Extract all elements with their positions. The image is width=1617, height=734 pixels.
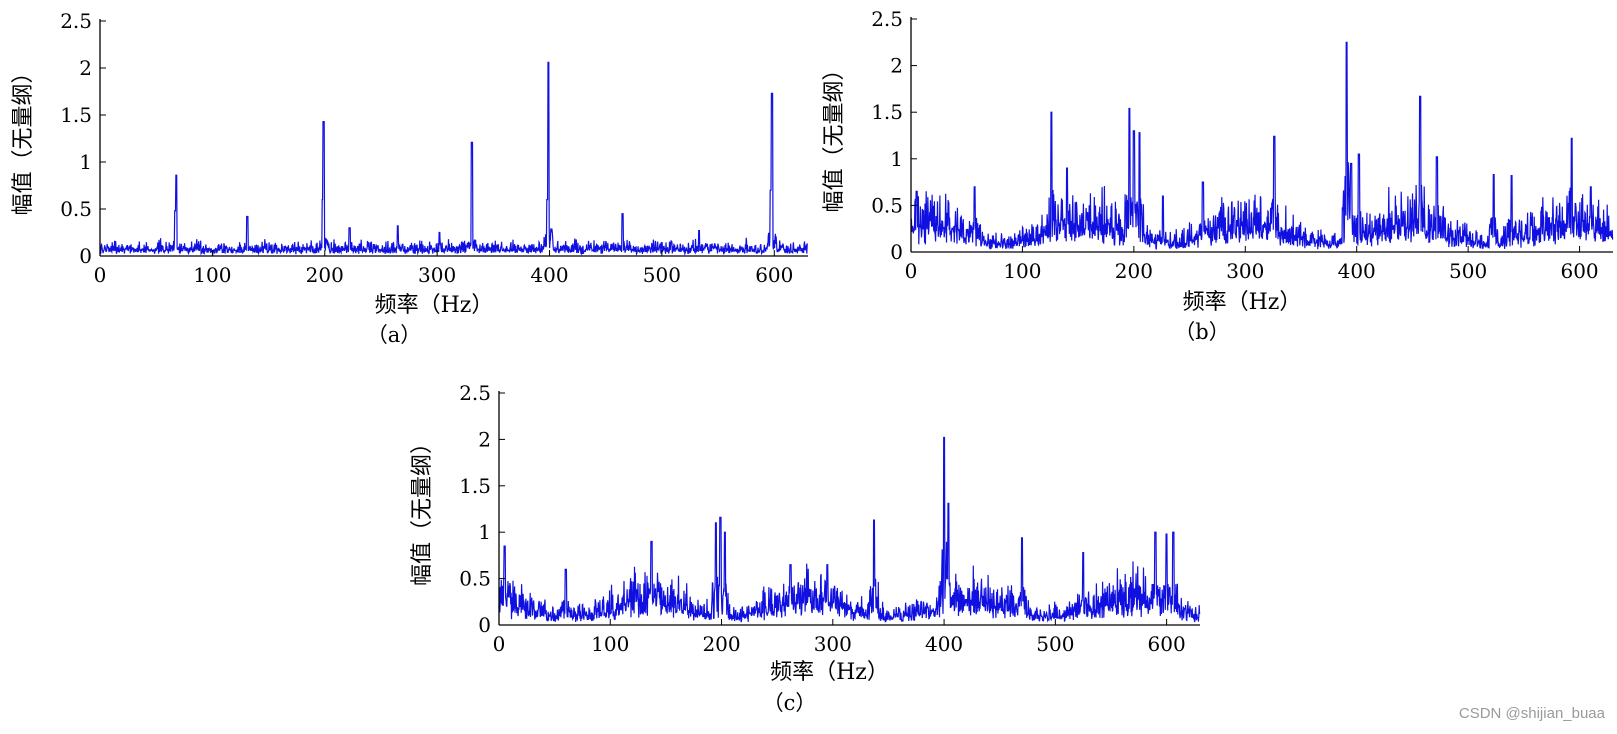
x-axis-label: 频率（Hz） bbox=[375, 293, 494, 318]
spectrum-line bbox=[498, 436, 1201, 623]
x-tick-label: 400 bbox=[1338, 259, 1376, 283]
spectrum-line bbox=[99, 61, 808, 256]
y-tick-label: 2.5 bbox=[60, 9, 92, 33]
x-tick-label: 500 bbox=[643, 263, 681, 287]
y-tick-label: 1 bbox=[890, 147, 903, 171]
x-tick-label: 100 bbox=[591, 632, 629, 656]
chart-panel-c: 0 0.5 1 1.5 2 2.5 0 100 200 300 400 500 600 频率（Hz） 幅值（… bbox=[410, 381, 1201, 715]
y-tick-label: 1.5 bbox=[60, 103, 92, 127]
x-tick-label: 500 bbox=[1036, 632, 1074, 656]
x-tick-label: 400 bbox=[925, 632, 963, 656]
y-tick-label: 0 bbox=[79, 244, 92, 268]
x-tick-label: 0 bbox=[493, 632, 506, 656]
x-tick-label: 300 bbox=[814, 632, 852, 656]
x-axis-label: 频率（Hz） bbox=[1183, 290, 1302, 315]
y-tick-label: 2 bbox=[890, 54, 903, 78]
y-tick-label: 1.5 bbox=[871, 100, 903, 124]
panel-caption: （b） bbox=[1174, 320, 1229, 344]
y-axis-label: 幅值（无量纲） bbox=[410, 432, 435, 586]
chart-panel-b: 0 0.5 1 1.5 2 2.5 0 100 200 300 400 500 600 频率（Hz） 幅值（… bbox=[822, 7, 1614, 344]
spectrum-line bbox=[910, 41, 1614, 251]
watermark-text: CSDN @shijian_buaa bbox=[1458, 705, 1605, 722]
y-axis-label: 幅值（无量纲） bbox=[822, 58, 847, 212]
y-tick-label: 0 bbox=[890, 240, 903, 264]
y-tick-label: 2.5 bbox=[459, 381, 491, 405]
y-axis-label: 幅值（无量纲） bbox=[11, 61, 36, 215]
y-tick-label: 0.5 bbox=[871, 193, 903, 217]
y-tick-label: 2.5 bbox=[871, 7, 903, 31]
x-tick-label: 100 bbox=[193, 263, 231, 287]
x-tick-label: 300 bbox=[1226, 259, 1264, 283]
x-tick-label: 500 bbox=[1449, 259, 1487, 283]
x-tick-label: 200 bbox=[1115, 259, 1153, 283]
chart-panel-a: 0 0.5 1 1.5 2 2.5 0 100 200 300 400 500 600 频率（Hz） 幅值（… bbox=[11, 9, 808, 347]
y-tick-label: 1.5 bbox=[459, 474, 491, 498]
y-tick-label: 1 bbox=[79, 150, 92, 174]
panel-caption: （a） bbox=[367, 323, 422, 347]
x-axis-label: 频率（Hz） bbox=[770, 660, 889, 685]
x-tick-label: 600 bbox=[1560, 259, 1598, 283]
x-tick-label: 300 bbox=[418, 263, 456, 287]
x-tick-label: 200 bbox=[702, 632, 740, 656]
x-tick-label: 0 bbox=[94, 263, 107, 287]
x-tick-label: 100 bbox=[1003, 259, 1041, 283]
x-tick-label: 200 bbox=[306, 263, 344, 287]
y-tick-label: 2 bbox=[79, 56, 92, 80]
x-tick-label: 600 bbox=[1148, 632, 1186, 656]
panel-caption: （c） bbox=[763, 691, 817, 715]
y-tick-label: 1 bbox=[478, 520, 491, 544]
y-tick-label: 0.5 bbox=[459, 567, 491, 591]
y-tick-label: 2 bbox=[478, 427, 491, 451]
x-tick-label: 400 bbox=[530, 263, 568, 287]
y-tick-label: 0 bbox=[478, 613, 491, 637]
x-tick-label: 0 bbox=[905, 259, 918, 283]
y-tick-label: 0.5 bbox=[60, 197, 92, 221]
x-tick-label: 600 bbox=[755, 263, 793, 287]
